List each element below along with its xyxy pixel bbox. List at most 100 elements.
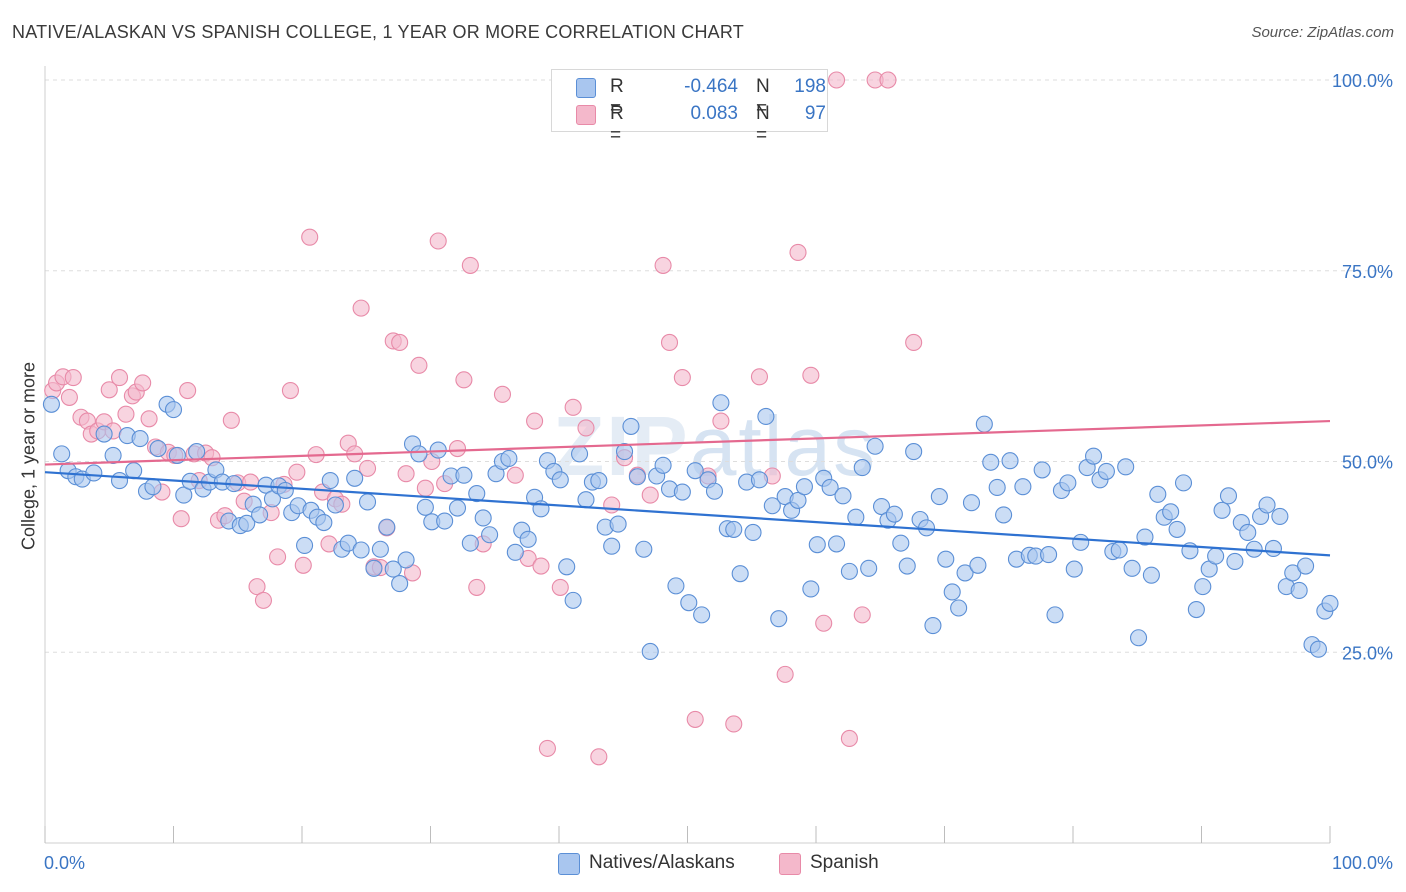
native-point xyxy=(358,493,377,511)
spanish-point xyxy=(802,366,820,384)
native-point xyxy=(1213,501,1231,519)
bottom-legend-label-natives: Natives/Alaskans xyxy=(589,852,735,873)
spanish-point xyxy=(564,398,582,416)
native-point xyxy=(1123,559,1141,577)
native-point xyxy=(551,471,569,489)
native-point xyxy=(802,580,820,598)
native-point xyxy=(326,496,344,514)
native-point xyxy=(95,425,113,443)
native-point xyxy=(725,520,743,538)
spanish-point xyxy=(538,739,556,757)
native-point xyxy=(834,487,852,505)
native-point xyxy=(365,559,383,577)
legend-r-value: 0.083 xyxy=(690,103,738,124)
spanish-point xyxy=(905,333,923,352)
native-point xyxy=(1162,503,1180,521)
spanish-point xyxy=(468,578,486,596)
legend-r-value: -0.464 xyxy=(684,76,738,97)
spanish-point xyxy=(397,465,415,483)
native-point xyxy=(635,540,653,558)
spanish-point xyxy=(532,557,550,575)
native-point xyxy=(500,449,518,467)
native-point xyxy=(892,534,910,552)
spanish-point xyxy=(712,412,730,430)
native-point xyxy=(744,523,762,542)
y-tick-label: 25.0% xyxy=(1342,643,1393,663)
native-point xyxy=(410,445,428,463)
native-point xyxy=(131,430,149,448)
native-point xyxy=(436,512,454,530)
native-point xyxy=(276,481,294,500)
native-point xyxy=(1309,640,1327,658)
native-point xyxy=(577,491,595,509)
native-point xyxy=(693,606,711,624)
native-point xyxy=(808,536,826,554)
native-point xyxy=(930,488,948,506)
native-point xyxy=(654,456,672,474)
spanish-point xyxy=(288,463,306,481)
stats-legend: R = -0.464 N = 198 R = 0.083 N = 97 xyxy=(551,69,828,146)
y-tick-label: 75.0% xyxy=(1342,262,1393,282)
native-point xyxy=(969,556,987,574)
spanish-point xyxy=(590,748,608,766)
spanish-point xyxy=(358,459,377,477)
native-point xyxy=(1117,458,1135,476)
native-point xyxy=(667,577,685,595)
native-point xyxy=(898,557,916,575)
native-point xyxy=(448,499,467,517)
spanish-point xyxy=(673,369,691,387)
spanish-point xyxy=(60,388,78,406)
native-point xyxy=(1085,447,1103,465)
native-point xyxy=(175,486,193,504)
spanish-point xyxy=(853,606,871,624)
chart-title: NATIVE/ALASKAN VS SPANISH COLLEGE, 1 YEA… xyxy=(12,22,744,42)
native-point xyxy=(795,478,813,496)
native-point xyxy=(1046,606,1064,624)
native-point xyxy=(384,560,402,578)
native-point xyxy=(571,445,589,463)
native-point xyxy=(1040,546,1058,564)
native-trend-line xyxy=(44,471,1331,557)
spanish-trend-line xyxy=(44,419,1331,466)
spanish-point xyxy=(222,411,240,429)
native-point xyxy=(474,509,492,527)
native-point xyxy=(950,599,968,617)
spanish-point xyxy=(526,412,544,430)
native-point xyxy=(1097,462,1115,480)
spanish-point xyxy=(294,556,312,574)
native-point xyxy=(1129,629,1148,647)
native-point xyxy=(712,394,730,412)
native-point xyxy=(1297,557,1315,575)
spanish-point xyxy=(429,232,447,250)
native-point xyxy=(1239,523,1257,542)
native-point xyxy=(1187,600,1205,619)
legend-swatch-natives xyxy=(576,78,596,98)
native-point xyxy=(461,534,479,552)
native-point xyxy=(982,453,1000,471)
spanish-point xyxy=(140,410,158,428)
native-point xyxy=(962,494,981,512)
spanish-point xyxy=(603,496,621,514)
source-note: Source: ZipAtlas.com xyxy=(1251,24,1394,41)
native-point xyxy=(615,443,634,461)
native-point xyxy=(1226,552,1244,571)
legend-n-label: N = xyxy=(756,103,770,146)
legend-n-label: N = xyxy=(756,76,770,119)
native-point xyxy=(686,462,704,480)
native-point xyxy=(1065,560,1083,578)
spanish-point xyxy=(254,591,273,609)
native-point xyxy=(731,565,749,583)
native-point xyxy=(53,445,71,463)
native-point xyxy=(1014,478,1032,496)
native-point xyxy=(1264,539,1283,558)
native-point xyxy=(164,401,183,419)
native-point xyxy=(995,506,1013,524)
native-point xyxy=(1290,581,1308,599)
spanish-point xyxy=(828,71,846,89)
native-point xyxy=(188,443,206,461)
native-point xyxy=(628,468,646,486)
native-point xyxy=(391,575,409,593)
native-point xyxy=(705,482,724,500)
native-point xyxy=(770,610,788,628)
